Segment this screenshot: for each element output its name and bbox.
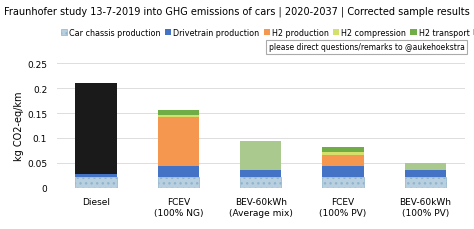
Bar: [240, 177, 281, 188]
Bar: [75, 177, 117, 188]
Bar: [322, 177, 364, 188]
Bar: [158, 115, 199, 117]
Bar: [158, 117, 199, 166]
Bar: [322, 166, 364, 177]
Legend: Car chassis production, Drivetrain production, H2 production, H2 compression, H2: Car chassis production, Drivetrain produ…: [61, 29, 474, 38]
Bar: [405, 177, 446, 188]
Text: please direct questions/remarks to @aukehoekstra: please direct questions/remarks to @auke…: [269, 43, 465, 52]
Bar: [75, 174, 117, 177]
Bar: [158, 110, 199, 115]
Bar: [240, 141, 281, 170]
Bar: [405, 170, 446, 177]
Bar: [405, 164, 446, 170]
Bar: [322, 148, 364, 153]
Bar: [158, 166, 199, 177]
Bar: [322, 155, 364, 166]
Bar: [240, 170, 281, 177]
Bar: [158, 177, 199, 188]
Text: Fraunhofer study 13-7-2019 into GHG emissions of cars | 2020-2037 | Corrected sa: Fraunhofer study 13-7-2019 into GHG emis…: [4, 7, 470, 17]
Bar: [75, 83, 117, 174]
Y-axis label: kg CO2-eq/km: kg CO2-eq/km: [14, 91, 24, 161]
Bar: [322, 153, 364, 155]
